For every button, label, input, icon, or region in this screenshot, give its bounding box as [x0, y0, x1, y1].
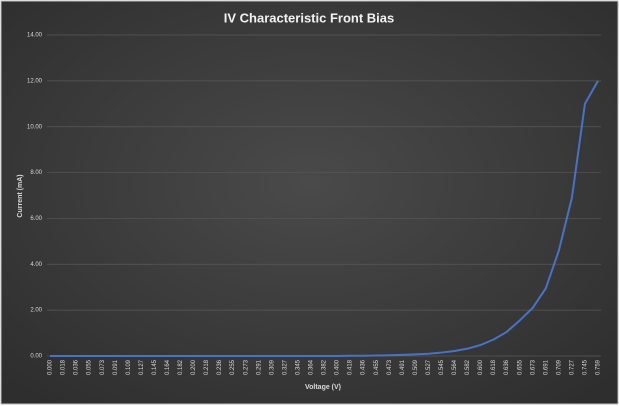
- x-tick-label: 0.000: [48, 359, 54, 375]
- x-tick-label: 0.218: [204, 359, 210, 375]
- x-tick-label: 0.455: [374, 359, 380, 375]
- x-tick-label: 0.291: [256, 359, 262, 375]
- y-tick-label: 8.00: [30, 170, 42, 176]
- x-tick-label: 0.255: [230, 359, 236, 375]
- x-tick-label: 0.055: [87, 359, 93, 375]
- x-tick-label: 0.727: [569, 359, 575, 375]
- y-tick-label: 2.00: [30, 308, 42, 314]
- x-tick-label: 0.382: [322, 359, 328, 375]
- x-tick-label: 0.236: [217, 359, 223, 375]
- x-tick-label: 0.109: [126, 359, 132, 375]
- chart-title: IV Characteristic Front Bias: [224, 10, 395, 25]
- y-tick-label: 12.00: [27, 78, 43, 84]
- y-tick-label: 14.00: [27, 33, 43, 39]
- x-tick-label: 0.327: [282, 359, 288, 375]
- x-tick-label: 0.018: [61, 359, 67, 375]
- y-tick-label: 10.00: [27, 124, 43, 130]
- x-tick-label: 0.600: [478, 359, 484, 375]
- x-tick-label: 0.036: [74, 359, 80, 375]
- x-tick-label: 0.436: [361, 359, 367, 375]
- x-tick-label: 0.509: [413, 359, 419, 375]
- x-tick-label: 0.418: [348, 359, 354, 375]
- x-tick-label: 0.582: [465, 359, 471, 375]
- x-tick-label: 0.759: [596, 359, 602, 375]
- x-tick-label: 0.400: [335, 359, 341, 375]
- x-tick-label: 0.655: [517, 359, 523, 375]
- x-tick-label: 0.273: [243, 359, 249, 375]
- x-tick-label: 0.673: [530, 359, 536, 375]
- x-tick-label: 0.091: [113, 359, 119, 375]
- x-tick-label: 0.309: [269, 359, 275, 375]
- x-tick-label: 0.200: [191, 359, 197, 375]
- x-tick-label: 0.164: [165, 359, 171, 375]
- x-tick-label: 0.127: [139, 359, 145, 375]
- x-tick-label: 0.564: [452, 359, 458, 375]
- x-tick-label: 0.745: [583, 359, 589, 375]
- y-tick-label: 0.00: [30, 354, 42, 360]
- x-tick-label: 0.182: [178, 359, 184, 375]
- y-axis-title: Current (mA): [17, 174, 24, 217]
- x-tick-label: 0.345: [295, 359, 301, 375]
- x-tick-label: 0.473: [387, 359, 393, 375]
- x-tick-label: 0.618: [491, 359, 497, 375]
- x-tick-label: 0.073: [100, 359, 106, 375]
- y-tick-label: 6.00: [30, 216, 42, 222]
- x-tick-label: 0.527: [426, 359, 432, 375]
- x-tick-label: 0.636: [504, 359, 510, 375]
- data-line: [50, 80, 599, 357]
- x-tick-label: 0.491: [400, 359, 406, 375]
- x-tick-label: 0.709: [556, 359, 562, 375]
- x-tick-label: 0.364: [309, 359, 315, 375]
- x-tick-label: 0.545: [439, 359, 445, 375]
- x-axis-title: Voltage (V): [305, 384, 341, 391]
- x-tick-label: 0.145: [152, 359, 158, 375]
- y-tick-label: 4.00: [30, 262, 42, 268]
- x-tick-label: 0.691: [543, 359, 549, 375]
